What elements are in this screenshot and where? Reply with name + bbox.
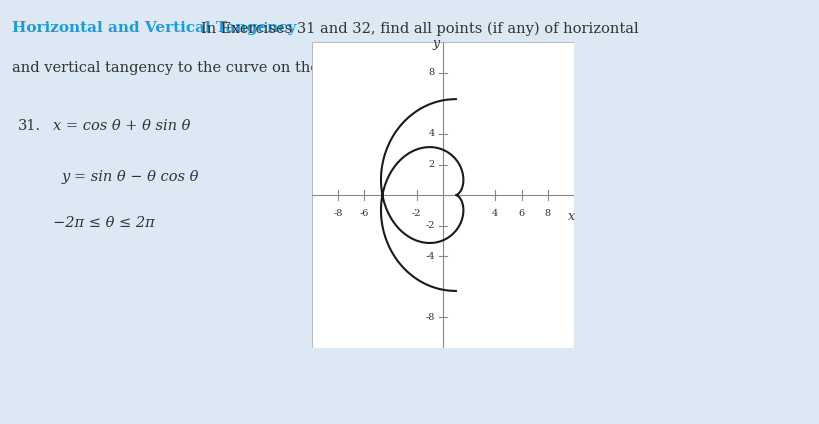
Text: -8: -8: [333, 209, 342, 218]
Text: x = cos θ + θ sin θ: x = cos θ + θ sin θ: [53, 119, 191, 133]
Text: x: x: [568, 210, 574, 223]
Text: 8: 8: [544, 209, 550, 218]
Text: 2: 2: [428, 160, 434, 169]
Bar: [311, 42, 573, 348]
Text: y = sin θ − θ cos θ: y = sin θ − θ cos θ: [61, 170, 199, 184]
Text: Horizontal and Vertical Tangency: Horizontal and Vertical Tangency: [12, 21, 296, 35]
Text: and vertical tangency to the curve on the given interval.: and vertical tangency to the curve on th…: [12, 61, 431, 75]
Text: -2: -2: [411, 209, 421, 218]
Text: -4: -4: [425, 251, 434, 261]
Text: y: y: [432, 37, 439, 50]
Text: 4: 4: [428, 129, 434, 139]
Text: -2: -2: [425, 221, 434, 230]
Text: -6: -6: [359, 209, 369, 218]
Text: 31.: 31.: [18, 119, 41, 133]
Text: -8: -8: [425, 312, 434, 322]
Text: 8: 8: [428, 68, 434, 78]
Text: −2π ≤ θ ≤ 2π: −2π ≤ θ ≤ 2π: [53, 216, 155, 230]
Text: In Exercises 31 and 32, find all points (if any) of horizontal: In Exercises 31 and 32, find all points …: [201, 21, 638, 36]
Text: 4: 4: [491, 209, 498, 218]
Text: 6: 6: [518, 209, 524, 218]
